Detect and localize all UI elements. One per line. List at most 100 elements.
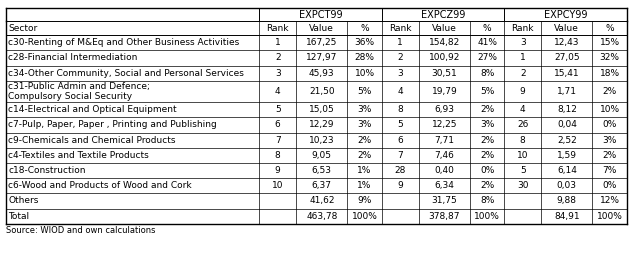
Text: 21,50: 21,50 (309, 87, 335, 96)
Text: c18-Construction: c18-Construction (8, 166, 85, 175)
Text: 7,46: 7,46 (434, 151, 454, 160)
Text: 41%: 41% (477, 38, 497, 47)
Text: 5: 5 (520, 166, 525, 175)
Text: 2%: 2% (603, 151, 617, 160)
Text: 6,53: 6,53 (312, 166, 332, 175)
Text: 45,93: 45,93 (309, 69, 335, 78)
Text: 15%: 15% (599, 38, 620, 47)
Text: %: % (483, 24, 491, 33)
Text: EXPCZ99: EXPCZ99 (421, 10, 465, 20)
Text: 5: 5 (275, 105, 280, 114)
Text: 0,03: 0,03 (557, 181, 577, 190)
Text: c7-Pulp, Paper, Paper , Printing and Publishing: c7-Pulp, Paper, Paper , Printing and Pub… (8, 121, 217, 129)
Text: 3%: 3% (480, 121, 494, 129)
Text: c4-Textiles and Textile Products: c4-Textiles and Textile Products (8, 151, 149, 160)
Text: %: % (605, 24, 614, 33)
Text: 167,25: 167,25 (306, 38, 337, 47)
Text: c34-Other Community, Social and Personal Services: c34-Other Community, Social and Personal… (8, 69, 244, 78)
Text: Compulsory Social Security: Compulsory Social Security (8, 92, 132, 101)
Text: 5%: 5% (480, 87, 494, 96)
Text: 10,23: 10,23 (309, 136, 335, 145)
Text: 0%: 0% (603, 121, 617, 129)
Text: 41,62: 41,62 (309, 196, 335, 205)
Text: 15,05: 15,05 (309, 105, 335, 114)
Text: 1: 1 (398, 38, 403, 47)
Text: 9: 9 (275, 166, 280, 175)
Text: 12,43: 12,43 (554, 38, 580, 47)
Text: Rank: Rank (511, 24, 534, 33)
Text: 27%: 27% (477, 53, 497, 62)
Text: 12,25: 12,25 (432, 121, 457, 129)
Text: Value: Value (432, 24, 457, 33)
Text: 1%: 1% (358, 166, 372, 175)
Text: 2,52: 2,52 (557, 136, 577, 145)
Text: 1,59: 1,59 (557, 151, 577, 160)
Text: Source: WIOD and own calculations: Source: WIOD and own calculations (6, 226, 156, 235)
Text: 2: 2 (398, 53, 403, 62)
Text: 2%: 2% (358, 136, 372, 145)
Text: 7%: 7% (603, 166, 617, 175)
Text: 0%: 0% (603, 181, 617, 190)
Text: 2: 2 (275, 53, 280, 62)
Text: 9%: 9% (358, 196, 372, 205)
Text: EXPCT99: EXPCT99 (299, 10, 342, 20)
Text: 4: 4 (398, 87, 403, 96)
Text: c31-Public Admin and Defence;: c31-Public Admin and Defence; (8, 82, 150, 91)
Text: 19,79: 19,79 (432, 87, 457, 96)
Text: 3: 3 (520, 38, 525, 47)
Text: EXPCY99: EXPCY99 (544, 10, 587, 20)
Text: 0,04: 0,04 (557, 121, 577, 129)
Text: 100,92: 100,92 (429, 53, 460, 62)
Text: 9: 9 (398, 181, 403, 190)
Text: 10%: 10% (354, 69, 375, 78)
Text: 6,34: 6,34 (434, 181, 454, 190)
Text: 30,51: 30,51 (432, 69, 457, 78)
Text: 27,05: 27,05 (554, 53, 580, 62)
Text: 7,71: 7,71 (434, 136, 454, 145)
Text: 2%: 2% (480, 105, 494, 114)
Text: 100%: 100% (597, 212, 622, 221)
Text: 32%: 32% (599, 53, 620, 62)
Text: 8,12: 8,12 (557, 105, 577, 114)
Text: 4: 4 (520, 105, 525, 114)
Text: 12,29: 12,29 (309, 121, 335, 129)
Text: 28: 28 (394, 166, 406, 175)
Text: 8%: 8% (480, 69, 494, 78)
Text: 7: 7 (398, 151, 403, 160)
Text: 1: 1 (275, 38, 280, 47)
Text: 3: 3 (275, 69, 280, 78)
Text: 15,41: 15,41 (554, 69, 580, 78)
Text: Sector: Sector (8, 24, 37, 33)
Text: 6,37: 6,37 (312, 181, 332, 190)
Text: Total: Total (8, 212, 29, 221)
Text: 10: 10 (517, 151, 529, 160)
Text: 1,71: 1,71 (557, 87, 577, 96)
Text: 6: 6 (275, 121, 280, 129)
Text: Others: Others (8, 196, 39, 205)
Text: 12%: 12% (599, 196, 620, 205)
Text: 0%: 0% (480, 166, 494, 175)
Text: 9,88: 9,88 (557, 196, 577, 205)
Text: Rank: Rank (266, 24, 289, 33)
Text: 127,97: 127,97 (306, 53, 337, 62)
Text: 100%: 100% (352, 212, 377, 221)
Text: 6: 6 (398, 136, 403, 145)
Text: 1%: 1% (358, 181, 372, 190)
Text: 2%: 2% (480, 136, 494, 145)
Text: 28%: 28% (354, 53, 375, 62)
Text: 30: 30 (517, 181, 529, 190)
Text: c9-Chemicals and Chemical Products: c9-Chemicals and Chemical Products (8, 136, 176, 145)
Text: 2%: 2% (358, 151, 372, 160)
Text: 154,82: 154,82 (429, 38, 460, 47)
Text: Value: Value (555, 24, 579, 33)
Text: 18%: 18% (599, 69, 620, 78)
Text: 9,05: 9,05 (312, 151, 332, 160)
Text: 10%: 10% (599, 105, 620, 114)
Text: 26: 26 (517, 121, 529, 129)
Text: 5: 5 (398, 121, 403, 129)
Text: 8: 8 (398, 105, 403, 114)
Text: 31,75: 31,75 (432, 196, 457, 205)
Text: 84,91: 84,91 (554, 212, 580, 221)
Text: 100%: 100% (474, 212, 500, 221)
Text: %: % (360, 24, 369, 33)
